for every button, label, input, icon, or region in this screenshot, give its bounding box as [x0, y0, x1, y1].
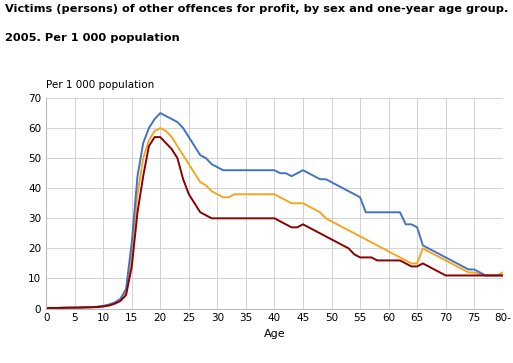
Female: [420, 261, 426, 266]
Male: [43, 306, 49, 310]
Both sexes: [386, 249, 392, 254]
Both sexes: [157, 126, 163, 130]
Male: [500, 273, 506, 278]
Female: [334, 240, 340, 245]
Male: [334, 183, 340, 187]
Both sexes: [300, 201, 306, 205]
Male: [443, 255, 449, 260]
Both sexes: [443, 258, 449, 262]
Male: [460, 264, 466, 269]
Female: [386, 258, 392, 262]
Female: [500, 273, 506, 278]
Line: Male: Male: [46, 113, 503, 308]
Both sexes: [500, 270, 506, 275]
Female: [43, 306, 49, 310]
Line: Female: Female: [46, 137, 503, 308]
Both sexes: [334, 222, 340, 227]
Male: [300, 168, 306, 172]
Female: [151, 135, 157, 139]
Male: [420, 243, 426, 248]
Legend: Both sexes, Male, Female: Both sexes, Male, Female: [134, 360, 415, 363]
Female: [443, 273, 449, 278]
Text: 2005. Per 1 000 population: 2005. Per 1 000 population: [5, 33, 180, 43]
Male: [157, 111, 163, 115]
Both sexes: [43, 306, 49, 310]
Female: [300, 222, 306, 227]
Male: [386, 210, 392, 215]
Line: Both sexes: Both sexes: [46, 128, 503, 308]
Text: Victims (persons) of other offences for profit, by sex and one-year age group.: Victims (persons) of other offences for …: [5, 4, 508, 14]
X-axis label: Age: Age: [264, 329, 285, 339]
Text: Per 1 000 population: Per 1 000 population: [46, 79, 154, 90]
Both sexes: [460, 267, 466, 272]
Both sexes: [420, 246, 426, 250]
Female: [460, 273, 466, 278]
